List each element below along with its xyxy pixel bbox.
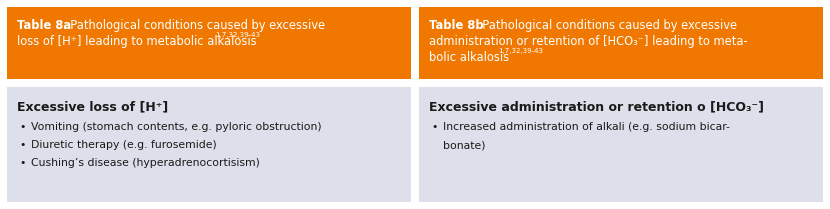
Text: •: • — [19, 140, 26, 150]
Bar — [419, 79, 823, 87]
Text: Table 8b: Table 8b — [429, 19, 484, 32]
Text: 1,7,32,39-43: 1,7,32,39-43 — [215, 32, 260, 38]
Bar — [419, 7, 823, 79]
Text: Excessive loss of [H⁺]: Excessive loss of [H⁺] — [17, 100, 168, 113]
Text: bolic alkalosis: bolic alkalosis — [429, 51, 509, 64]
Text: Diuretic therapy (e.g. furosemide): Diuretic therapy (e.g. furosemide) — [31, 140, 217, 150]
Text: Cushing’s disease (hyperadrenocortisism): Cushing’s disease (hyperadrenocortisism) — [31, 158, 260, 168]
Text: bonate): bonate) — [443, 140, 486, 150]
Text: Table 8a: Table 8a — [17, 19, 71, 32]
Bar — [419, 87, 823, 202]
Text: •: • — [19, 122, 26, 132]
Bar — [7, 7, 411, 79]
Text: Excessive administration or retention o [HCO₃⁻]: Excessive administration or retention o … — [429, 100, 764, 113]
Bar — [7, 79, 411, 87]
Text: 1,7,32,39-43: 1,7,32,39-43 — [498, 48, 543, 54]
Bar — [7, 87, 411, 202]
Text: •: • — [19, 158, 26, 168]
Text: . Pathological conditions caused by excessive: . Pathological conditions caused by exce… — [63, 19, 325, 32]
Text: loss of [H⁺] leading to metabolic alkalosis: loss of [H⁺] leading to metabolic alkalo… — [17, 35, 256, 48]
Text: Increased administration of alkali (e.g. sodium bicar-: Increased administration of alkali (e.g.… — [443, 122, 730, 132]
Text: Vomiting (stomach contents, e.g. pyloric obstruction): Vomiting (stomach contents, e.g. pyloric… — [31, 122, 321, 132]
Text: . Pathological conditions caused by excessive: . Pathological conditions caused by exce… — [475, 19, 737, 32]
Text: •: • — [431, 122, 437, 132]
Text: administration or retention of [HCO₃⁻] leading to meta-: administration or retention of [HCO₃⁻] l… — [429, 35, 748, 48]
